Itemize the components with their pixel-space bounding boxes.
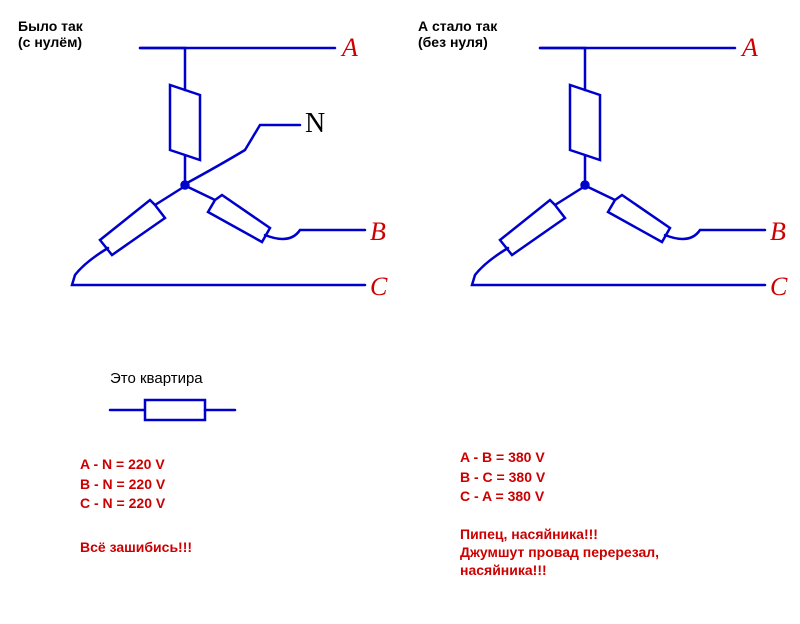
voltage-row: C - A = 380 V — [460, 487, 545, 507]
voltage-row: B - C = 380 V — [460, 468, 545, 488]
legend-label: Это квартира — [110, 370, 203, 387]
left-phase-a: A — [342, 33, 358, 63]
circuit-diagrams — [0, 0, 800, 624]
voltage-row: C - N = 220 V — [80, 494, 165, 514]
voltage-row: A - N = 220 V — [80, 455, 165, 475]
left-phase-c: C — [370, 272, 387, 302]
left-exclaim: Всё зашибись!!! — [80, 538, 192, 556]
left-phase-b: B — [370, 217, 386, 247]
voltage-row: A - B = 380 V — [460, 448, 545, 468]
right-voltages: A - B = 380 V B - C = 380 V C - A = 380 … — [460, 448, 545, 507]
right-phase-c: C — [770, 272, 787, 302]
left-voltages: A - N = 220 V B - N = 220 V C - N = 220 … — [80, 455, 165, 514]
right-exclaim: Пипец, насяйника!!! Джумшут провад перер… — [460, 525, 659, 580]
voltage-row: B - N = 220 V — [80, 475, 165, 495]
right-phase-b: B — [770, 217, 786, 247]
right-phase-a: A — [742, 33, 758, 63]
left-phase-n: N — [305, 108, 325, 140]
